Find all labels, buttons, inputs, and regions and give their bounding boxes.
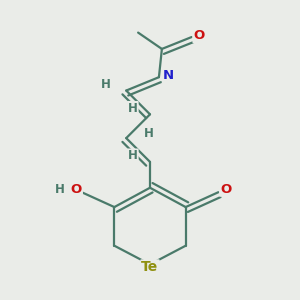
- Text: H: H: [128, 149, 138, 162]
- Text: Te: Te: [141, 260, 159, 274]
- Text: H: H: [54, 183, 64, 196]
- Text: O: O: [71, 183, 82, 196]
- Text: O: O: [194, 29, 205, 42]
- Text: H: H: [144, 127, 154, 140]
- Text: H: H: [128, 102, 138, 115]
- Text: O: O: [220, 183, 231, 196]
- Text: N: N: [163, 69, 174, 82]
- Text: H: H: [101, 78, 111, 91]
